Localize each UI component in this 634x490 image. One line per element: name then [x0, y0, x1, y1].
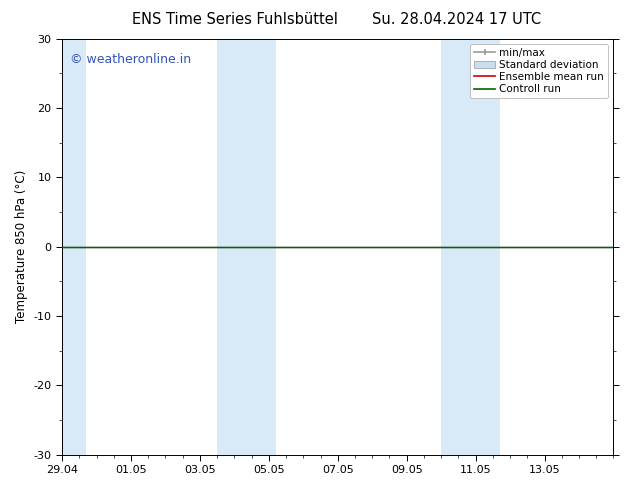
Bar	[441, 39, 500, 455]
Legend: min/max, Standard deviation, Ensemble mean run, Controll run: min/max, Standard deviation, Ensemble me…	[470, 44, 608, 98]
Bar	[62, 39, 86, 455]
Text: © weatheronline.in: © weatheronline.in	[70, 53, 191, 66]
Text: Su. 28.04.2024 17 UTC: Su. 28.04.2024 17 UTC	[372, 12, 541, 27]
Text: ENS Time Series Fuhlsbüttel: ENS Time Series Fuhlsbüttel	[132, 12, 337, 27]
Y-axis label: Temperature 850 hPa (°C): Temperature 850 hPa (°C)	[15, 170, 28, 323]
Bar	[217, 39, 276, 455]
